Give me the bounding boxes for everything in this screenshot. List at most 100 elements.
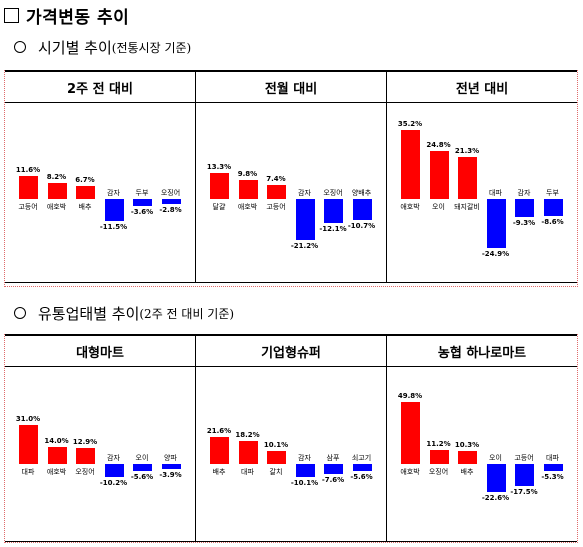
- category-label-section1-1-2: 고등어: [266, 203, 286, 211]
- category-label-section1-2-1: 오이: [432, 203, 445, 211]
- category-label-section2-2-0: 애호박: [400, 468, 420, 476]
- section2-chart-table: 대형마트 기업형슈퍼 농협 하나로마트 31.0% 대파 14.0% 애호박 12.9%…: [4, 334, 578, 543]
- category-label-section1-1-1: 애호박: [237, 203, 258, 211]
- bar-section1-0-1: [47, 183, 67, 199]
- value-label-section1-0-5: -2.8%: [159, 206, 182, 215]
- bar-section2-0-4: [133, 464, 152, 471]
- category-label-section2-1-3: 감자: [298, 454, 311, 462]
- category-label-section1-1-5: 양배추: [351, 189, 372, 197]
- checkbox-square-icon: [4, 7, 19, 23]
- bar-section2-2-1: [429, 450, 449, 464]
- section1-heading: 시기별 추이: [38, 38, 112, 57]
- bar-section1-2-4: [515, 199, 534, 218]
- category-label-section1-2-2: 돼지갈비: [454, 203, 480, 211]
- bar-section1-2-2: [458, 157, 477, 199]
- value-label-section1-1-5: -10.7%: [347, 221, 376, 230]
- section1-header-1: 전월 대비: [195, 72, 386, 102]
- bar-section1-2-0: [401, 130, 420, 199]
- section1-header-0: 2주 전 대비: [67, 81, 133, 97]
- value-label-section2-0-0: 31.0%: [15, 415, 41, 424]
- category-label-section2-2-4: 고등어: [514, 454, 534, 462]
- circle-bullet-icon: [14, 307, 26, 319]
- section1-panel-2: 35.2% 애호박 24.8% 오이 21.3% 돼지갈비 -24.9% 대파 -9.3% 감자 -…: [386, 101, 577, 283]
- category-label-section2-2-5: 대파: [546, 454, 559, 462]
- circle-bullet-icon: [14, 41, 26, 53]
- section2-heading: 유통업태별 추이: [38, 304, 140, 323]
- bar-section1-2-5: [543, 199, 563, 216]
- bar-section1-0-3: [104, 199, 124, 222]
- bar-section1-1-0: [210, 173, 229, 199]
- category-label-section2-0-5: 양파: [164, 454, 177, 462]
- value-label-section2-0-5: -3.9%: [159, 470, 182, 479]
- section2-panel-2: 49.8% 애호박 11.2% 오징어 10.3% 배추 -22.6% 오이 -17.5% 고등어…: [386, 365, 577, 542]
- category-label-section2-0-4: 오이: [135, 454, 149, 462]
- section2-header-1: 기업형슈퍼: [195, 336, 386, 366]
- section1-chart-table: 2주 전 대비 전월 대비 전년 대비 11.6% 고등어 8.2% 애호박 6.7% 배…: [4, 70, 578, 287]
- bar-section1-0-5: [161, 199, 181, 205]
- bar-section1-0-4: [133, 199, 152, 207]
- category-label-section1-2-0: 애호박: [400, 203, 420, 211]
- category-label-section2-0-0: 대파: [21, 468, 35, 476]
- bar-section2-1-4: [324, 464, 343, 474]
- value-label-section1-2-0: 35.2%: [397, 120, 423, 129]
- category-label-section2-0-3: 감자: [107, 454, 120, 462]
- category-label-section2-2-1: 오징어: [428, 468, 449, 476]
- bar-section2-0-0: [19, 425, 38, 464]
- bar-section1-1-5: [352, 199, 372, 220]
- category-label-section1-0-1: 애호박: [46, 203, 67, 211]
- section1-heading-row: 시기별 추이 (전통시장 기준): [14, 36, 191, 58]
- category-label-section2-1-2: 갈치: [269, 468, 283, 476]
- bar-section2-0-1: [47, 446, 67, 464]
- category-label-section1-2-4: 감자: [517, 189, 531, 197]
- page-title-row: 가격변동 추이: [4, 2, 129, 28]
- bar-section2-1-3: [295, 464, 315, 477]
- bar-section2-2-2: [458, 451, 477, 464]
- bar-section1-2-1: [429, 150, 449, 199]
- category-label-section1-0-2: 배추: [78, 203, 92, 211]
- value-label-section1-0-1: 8.2%: [46, 173, 67, 181]
- value-label-section2-0-1: 14.0%: [44, 436, 69, 445]
- value-label-section2-1-1: 18.2%: [235, 431, 260, 440]
- value-label-section2-1-2: 10.1%: [263, 441, 289, 450]
- value-label-section2-0-3: -10.2%: [99, 478, 128, 487]
- bar-section1-1-3: [295, 199, 315, 241]
- value-label-section1-1-0: 13.3%: [206, 163, 232, 172]
- category-label-section2-1-0: 배추: [212, 468, 226, 476]
- section2-note: (2주 전 대비 기준): [139, 306, 235, 321]
- value-label-section1-1-1: 9.8%: [237, 169, 258, 178]
- category-label-section1-0-0: 고등어: [18, 203, 38, 211]
- category-label-section2-0-1: 애호박: [46, 468, 67, 476]
- page-title: 가격변동 추이: [26, 7, 130, 28]
- value-label-section2-2-3: -22.6%: [481, 494, 510, 503]
- value-label-section2-1-3: -10.1%: [290, 478, 319, 487]
- category-label-section1-0-4: 두부: [135, 189, 149, 197]
- category-label-section1-0-3: 감자: [107, 189, 120, 197]
- section1-header-row: 2주 전 대비 전월 대비 전년 대비: [5, 70, 577, 103]
- bar-section1-1-4: [324, 199, 343, 223]
- category-label-section1-1-3: 감자: [298, 189, 311, 197]
- category-label-section1-2-5: 두부: [546, 189, 559, 197]
- bar-section2-2-4: [515, 464, 534, 486]
- section1-panel-1: 13.3% 달걀 9.8% 애호박 7.4% 고등어 -21.2% 감자 -12.1% 오징어 -1…: [195, 101, 386, 283]
- category-label-section1-1-0: 달걀: [212, 203, 226, 211]
- category-label-section1-2-3: 대파: [489, 189, 502, 197]
- bar-section2-0-3: [104, 464, 124, 477]
- bar-section1-2-3: [486, 199, 506, 248]
- value-label-section1-0-4: -3.6%: [130, 208, 154, 217]
- value-label-section2-2-4: -17.5%: [510, 487, 538, 496]
- category-label-section2-2-3: 오이: [489, 454, 502, 462]
- value-label-section1-2-2: 21.3%: [454, 147, 480, 156]
- bar-section2-1-1: [238, 441, 258, 464]
- bar-section1-0-2: [76, 185, 95, 199]
- bar-section2-1-5: [352, 464, 372, 471]
- value-label-section2-2-1: 11.2%: [426, 440, 451, 448]
- section2-header-2: 농협 하나로마트: [386, 336, 577, 366]
- bar-section1-1-1: [238, 179, 258, 199]
- value-label-section2-2-5: -5.3%: [541, 472, 564, 481]
- value-label-section1-1-3: -21.2%: [290, 242, 319, 251]
- section1-panel-0: 11.6% 고등어 8.2% 애호박 6.7% 배추 -11.5% 감자 -3.6% 두부 -2.8…: [5, 101, 195, 283]
- category-label-section2-0-2: 오징어: [75, 468, 95, 476]
- section1-header-2: 전년 대비: [386, 72, 577, 102]
- value-label-section1-0-0: 11.6%: [15, 166, 41, 175]
- section2-header-row: 대형마트 기업형슈퍼 농협 하나로마트: [5, 334, 577, 367]
